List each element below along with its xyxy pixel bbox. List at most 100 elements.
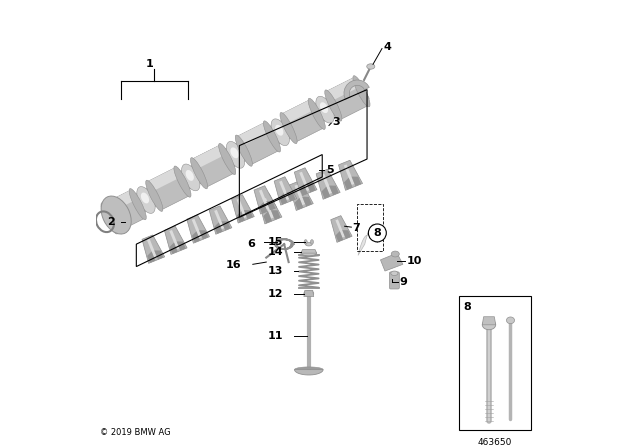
Polygon shape [316, 169, 340, 199]
Text: 15: 15 [268, 237, 284, 247]
Polygon shape [294, 198, 303, 210]
Ellipse shape [506, 317, 515, 323]
Polygon shape [259, 202, 268, 214]
Polygon shape [294, 185, 305, 205]
Polygon shape [177, 241, 186, 250]
Text: 3: 3 [333, 117, 340, 127]
Ellipse shape [146, 180, 163, 211]
Polygon shape [164, 226, 187, 254]
Ellipse shape [304, 240, 307, 244]
Polygon shape [147, 239, 157, 258]
Polygon shape [301, 250, 317, 253]
Text: 6: 6 [247, 239, 255, 249]
Polygon shape [300, 172, 309, 191]
Text: 14: 14 [268, 247, 284, 257]
Ellipse shape [253, 136, 261, 147]
Polygon shape [147, 251, 156, 263]
Text: 463650: 463650 [477, 438, 512, 447]
Polygon shape [199, 230, 208, 239]
Text: 1: 1 [146, 59, 154, 69]
Polygon shape [351, 177, 361, 186]
Ellipse shape [391, 251, 399, 257]
Polygon shape [321, 187, 330, 199]
Polygon shape [192, 145, 225, 169]
Polygon shape [335, 220, 345, 237]
Polygon shape [321, 173, 332, 194]
Ellipse shape [101, 196, 131, 234]
Ellipse shape [294, 108, 312, 134]
Polygon shape [266, 201, 275, 210]
Ellipse shape [230, 147, 239, 158]
Ellipse shape [324, 90, 342, 121]
Text: 16: 16 [226, 260, 241, 270]
Ellipse shape [310, 240, 314, 244]
Polygon shape [154, 250, 163, 259]
Ellipse shape [391, 271, 398, 276]
Ellipse shape [137, 187, 155, 213]
Polygon shape [483, 317, 496, 325]
Ellipse shape [141, 193, 149, 203]
Polygon shape [237, 198, 246, 218]
Text: 2: 2 [107, 217, 115, 227]
Polygon shape [289, 181, 313, 211]
Polygon shape [112, 81, 364, 212]
Polygon shape [331, 215, 352, 242]
Text: 12: 12 [268, 289, 284, 299]
Ellipse shape [227, 142, 244, 168]
Polygon shape [192, 145, 234, 187]
Polygon shape [263, 211, 272, 224]
Polygon shape [237, 122, 270, 146]
Ellipse shape [163, 181, 172, 192]
Text: 13: 13 [268, 267, 284, 276]
Polygon shape [282, 100, 315, 124]
Polygon shape [102, 190, 136, 214]
Polygon shape [335, 231, 343, 242]
Text: 4: 4 [383, 42, 391, 52]
Ellipse shape [182, 164, 200, 191]
Ellipse shape [316, 96, 334, 123]
Ellipse shape [280, 112, 297, 144]
Text: 5: 5 [326, 165, 333, 175]
Polygon shape [187, 215, 209, 243]
Polygon shape [294, 370, 323, 375]
Ellipse shape [264, 121, 280, 152]
Ellipse shape [367, 64, 375, 69]
Polygon shape [326, 77, 369, 120]
Polygon shape [221, 221, 230, 230]
FancyBboxPatch shape [459, 296, 531, 430]
Text: 7: 7 [352, 223, 360, 233]
Polygon shape [142, 235, 164, 263]
Polygon shape [244, 210, 253, 219]
Text: 8: 8 [463, 302, 471, 312]
Ellipse shape [186, 170, 194, 181]
Ellipse shape [174, 166, 191, 197]
Ellipse shape [301, 250, 317, 256]
Text: 10: 10 [406, 256, 422, 266]
Polygon shape [170, 230, 179, 250]
Polygon shape [287, 192, 296, 201]
Ellipse shape [249, 130, 267, 157]
Ellipse shape [320, 102, 328, 113]
Polygon shape [279, 181, 289, 200]
Polygon shape [254, 186, 276, 214]
Ellipse shape [483, 320, 496, 330]
Polygon shape [192, 219, 202, 238]
Polygon shape [102, 190, 145, 233]
Polygon shape [302, 197, 312, 207]
Ellipse shape [236, 135, 252, 166]
Ellipse shape [305, 242, 312, 246]
Polygon shape [209, 206, 232, 234]
Text: 9: 9 [399, 277, 407, 287]
Polygon shape [274, 177, 297, 205]
Polygon shape [263, 198, 274, 219]
Polygon shape [279, 193, 287, 205]
Ellipse shape [353, 76, 370, 107]
Ellipse shape [191, 158, 207, 189]
Polygon shape [259, 190, 269, 209]
Polygon shape [344, 164, 355, 185]
Polygon shape [232, 195, 254, 223]
Polygon shape [344, 80, 369, 99]
Polygon shape [147, 168, 189, 210]
Polygon shape [214, 210, 224, 229]
Ellipse shape [298, 113, 306, 125]
